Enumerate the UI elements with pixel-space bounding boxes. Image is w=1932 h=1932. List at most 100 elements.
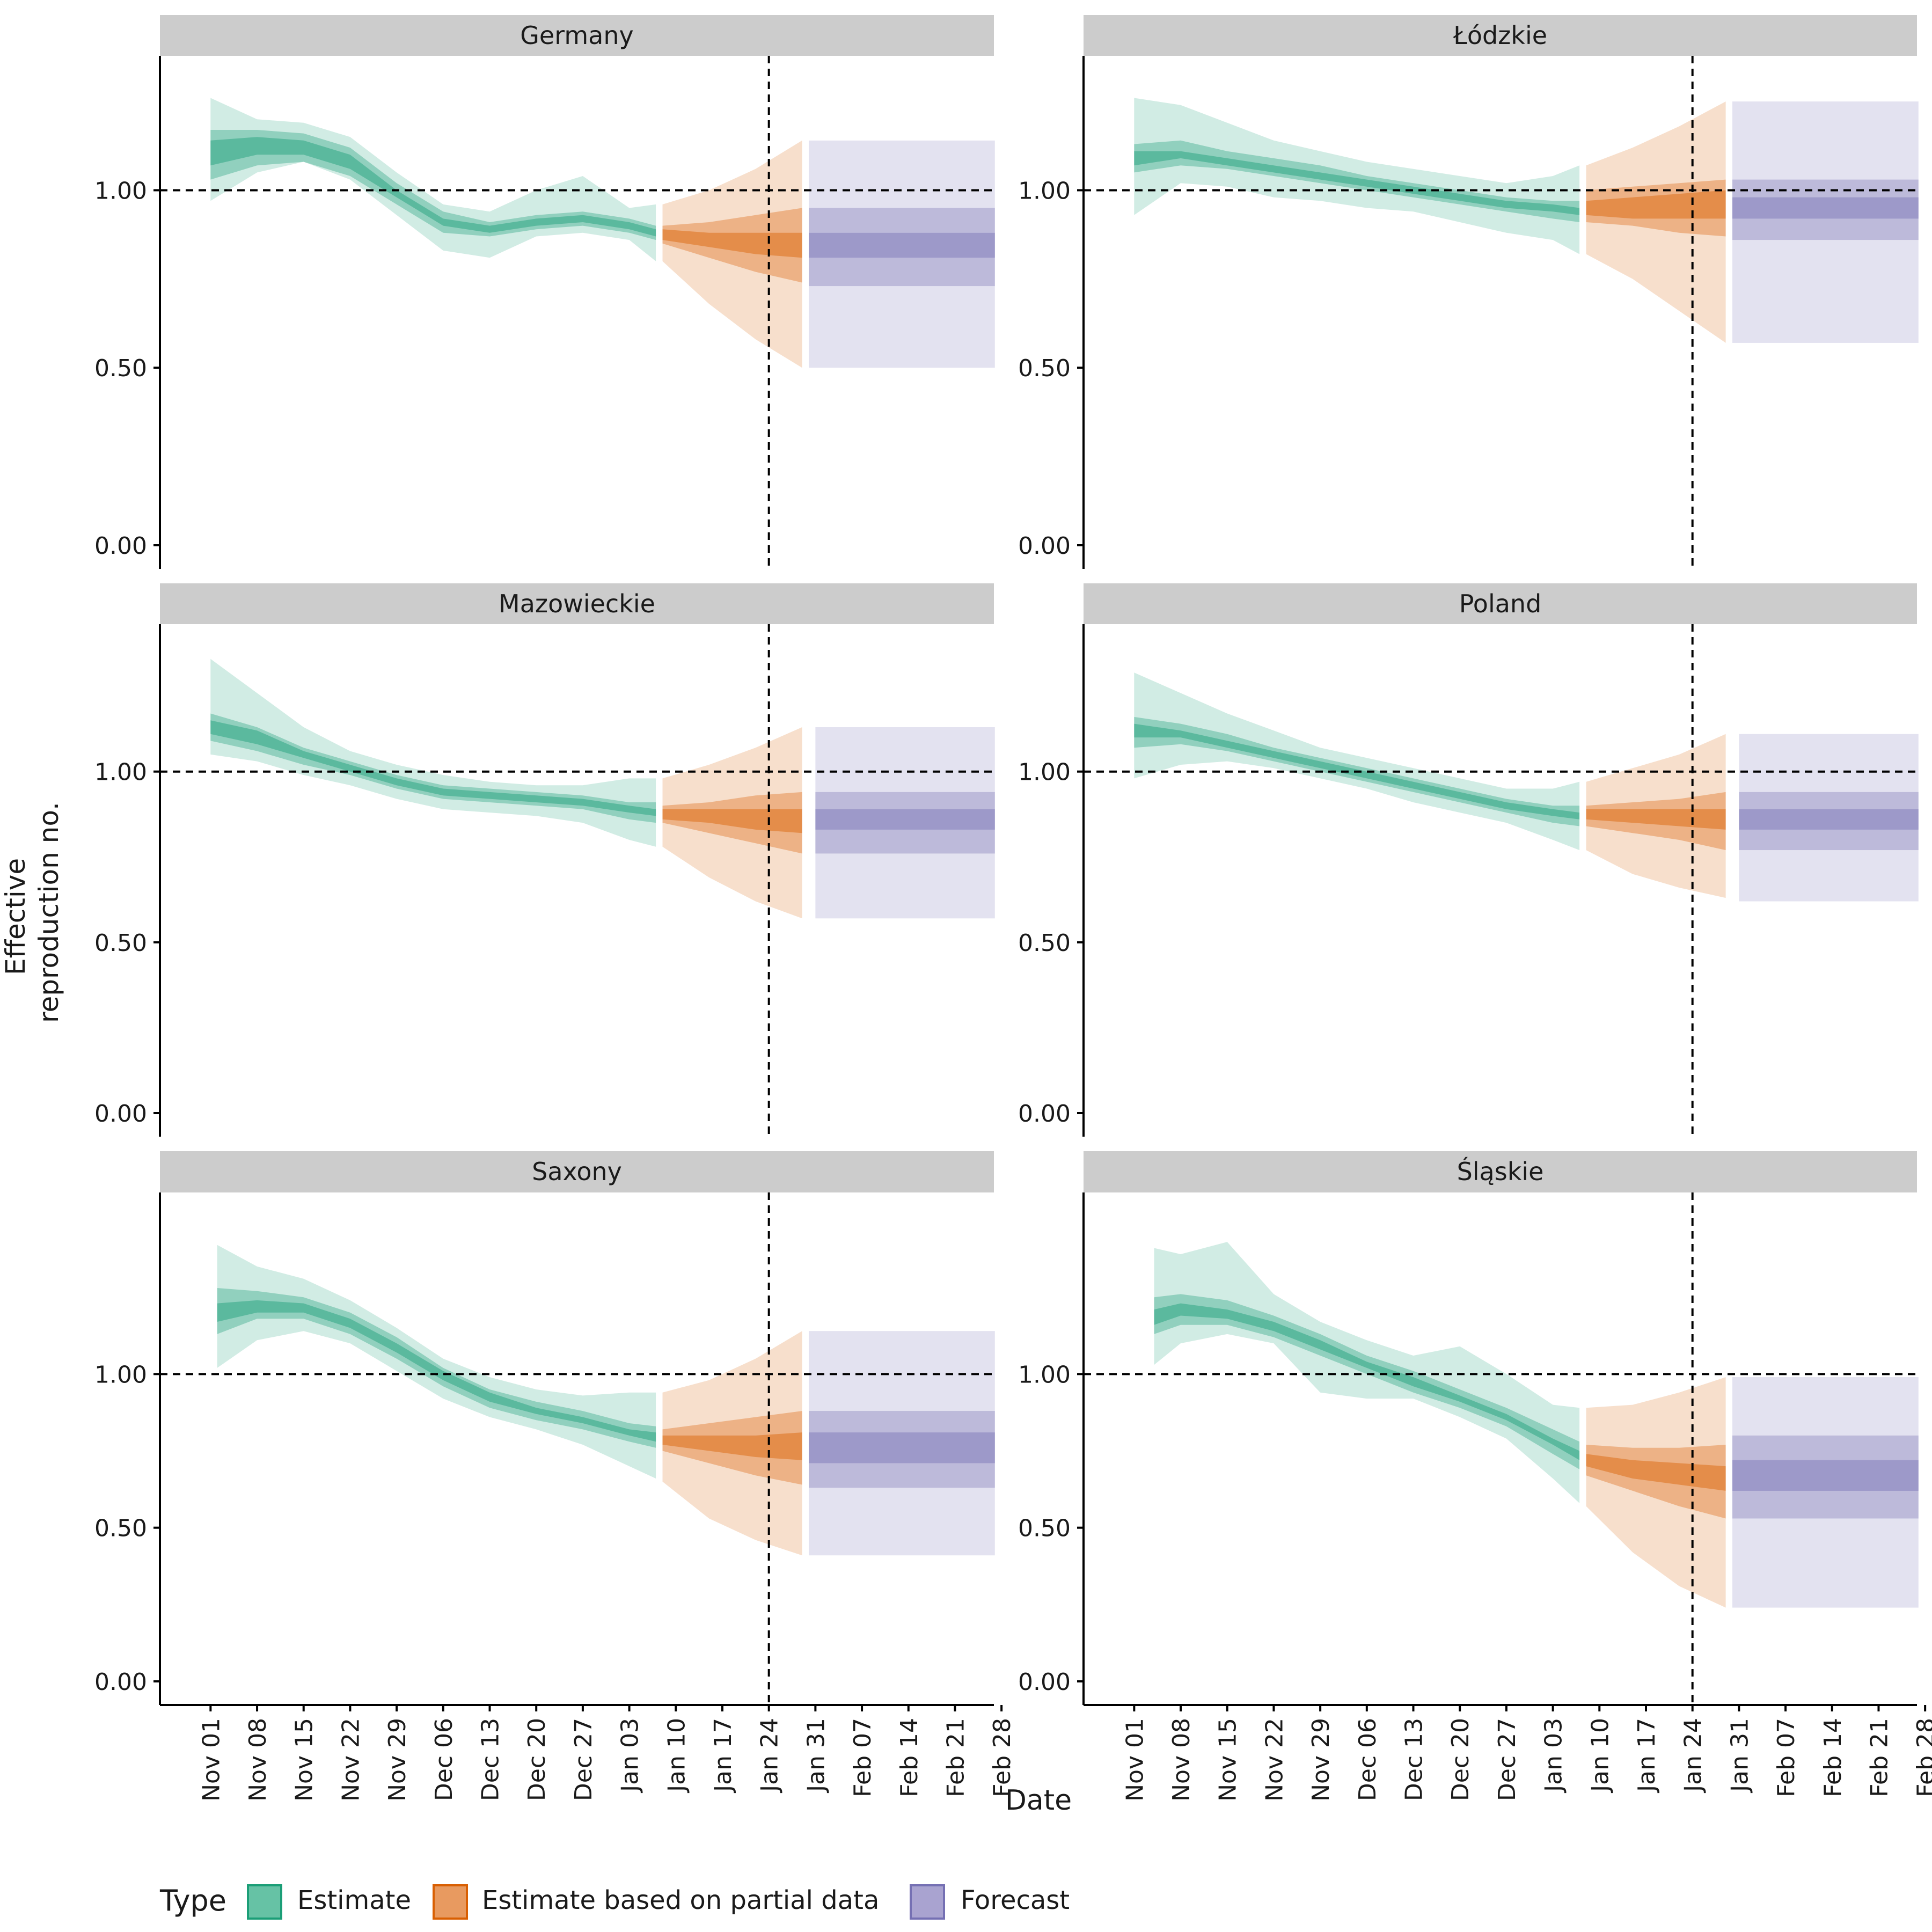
panel-germany: Germany 0.00 0.50 1.00 (94, 15, 995, 569)
estimate-band-90 (217, 1245, 656, 1479)
y-tick-label: 0.00 (1018, 532, 1071, 560)
forecast-band-90 (815, 727, 995, 919)
x-tick-label: Jan 10 (1586, 1718, 1614, 1794)
x-tick-label: Nov 22 (1261, 1718, 1288, 1802)
y-tick-label: 0.50 (94, 355, 147, 382)
x-tick-label: Nov 22 (337, 1718, 364, 1802)
y-axis-label-line-1: Effective (0, 858, 31, 975)
panel-poland: Poland 0.00 0.50 1.00 (1018, 583, 1919, 1137)
forecast-band-20 (1739, 809, 1919, 830)
facet-strip (1084, 15, 1917, 56)
x-tick-label: Jan 03 (1540, 1718, 1568, 1794)
x-tick-label: Feb 28 (1912, 1718, 1932, 1797)
y-axis-label: Effective reproduction no. (0, 802, 64, 1023)
x-tick-label: Jan 24 (1680, 1718, 1707, 1794)
legend-label-estimate: Estimate (297, 1885, 411, 1915)
estimate-band-50 (210, 130, 656, 240)
partial-band-90 (662, 1331, 802, 1556)
y-tick-label: 1.00 (1018, 1361, 1071, 1388)
legend-key-estimate (247, 1884, 282, 1920)
forecast-band-90 (1739, 734, 1919, 902)
x-tick-label: Feb 21 (1865, 1718, 1893, 1797)
x-tick-label: Nov 29 (384, 1718, 411, 1802)
x-tick-label: Feb 14 (1819, 1718, 1847, 1797)
partial-band-50 (1586, 1445, 1726, 1519)
x-tick-label: Feb 07 (849, 1718, 876, 1797)
x-tick-label: Jan 24 (756, 1718, 784, 1794)
x-tick-label: Feb 14 (896, 1718, 923, 1797)
estimate-band-20 (210, 720, 656, 816)
estimate-band-50 (210, 713, 656, 823)
forecast-band-90 (1732, 1377, 1919, 1608)
estimate-band-50 (1134, 140, 1580, 222)
forecast-band-50 (808, 208, 995, 287)
x-tick-label: Dec 13 (1401, 1718, 1428, 1801)
y-tick-label: 1.00 (94, 1361, 147, 1388)
facet-title: Poland (1459, 589, 1542, 618)
x-axis-label: Date (1005, 1784, 1072, 1817)
x-tick-label: Jan 31 (802, 1718, 830, 1794)
forecast-band-20 (808, 1432, 995, 1463)
partial-band-20 (1586, 190, 1726, 219)
partial-band-50 (662, 208, 802, 283)
x-tick-label: Nov 01 (1121, 1718, 1148, 1802)
x-tick-label: Jan 17 (1633, 1718, 1660, 1794)
x-tick-label: Dec 06 (1354, 1718, 1381, 1801)
partial-band-90 (1586, 1377, 1726, 1608)
facet-strip (160, 15, 994, 56)
forecast-band-90 (808, 140, 995, 368)
y-tick-label: 1.00 (94, 759, 147, 786)
x-tick-label: Dec 06 (430, 1718, 458, 1801)
x-tick-label: Feb 28 (989, 1718, 1016, 1797)
x-tick-label: Jan 17 (709, 1718, 737, 1794)
y-tick-label: 1.00 (94, 177, 147, 204)
legend-title: Type (159, 1884, 226, 1918)
partial-band-20 (1586, 1454, 1726, 1491)
partial-band-90 (662, 727, 802, 919)
facet-strip (1084, 1151, 1917, 1192)
partial-band-20 (1586, 809, 1726, 830)
y-tick-label: 0.00 (1018, 1100, 1071, 1128)
y-tick-label: 1.00 (1018, 177, 1071, 204)
panel-slaskie: Śląskie 0.00 0.50 1.00 Nov 01 Nov 08 Nov 15 Nov… (1018, 1151, 1932, 1802)
estimate-band-90 (1134, 98, 1580, 254)
forecast-band-20 (808, 232, 995, 258)
legend: Type Estimate Estimate based on partial … (159, 1884, 1070, 1920)
partial-band-20 (662, 809, 802, 833)
partial-band-50 (1586, 792, 1726, 851)
y-tick-label: 0.00 (94, 1668, 147, 1696)
x-tick-label: Nov 15 (1214, 1718, 1242, 1802)
facet-title: Germany (520, 21, 633, 50)
x-tick-label: Dec 20 (1447, 1718, 1474, 1801)
x-tick-label: Dec 27 (1494, 1718, 1521, 1801)
facet-strip (1084, 583, 1917, 624)
y-axis-label-line-2: reproduction no. (33, 802, 64, 1023)
partial-band-50 (662, 792, 802, 854)
estimate-band-20 (210, 137, 656, 237)
x-tick-label: Nov 08 (1168, 1718, 1195, 1802)
y-tick-label: 0.50 (1018, 930, 1071, 957)
x-tick-label: Dec 27 (570, 1718, 597, 1801)
panel-saxony: Saxony 0.00 0.50 1.00 Nov 01 Nov 08 Nov 15 Nov … (94, 1151, 1016, 1802)
panel-mazowieckie: Mazowieckie 0.00 0.50 1.00 (94, 583, 995, 1137)
x-tick-label: Dec 20 (523, 1718, 551, 1801)
estimate-band-50 (217, 1288, 656, 1448)
partial-band-90 (662, 140, 802, 368)
forecast-band-50 (808, 1411, 995, 1488)
y-tick-label: 0.50 (94, 1515, 147, 1542)
forecast-band-90 (1732, 101, 1919, 343)
partial-band-50 (1586, 179, 1726, 237)
x-tick-label: Jan 31 (1726, 1718, 1753, 1794)
partial-band-50 (662, 1411, 802, 1485)
estimate-band-90 (210, 658, 656, 847)
y-tick-label: 0.50 (94, 930, 147, 957)
panel-lodzkie: Łódzkie 0.00 0.50 1.00 (1018, 15, 1919, 569)
forecast-band-20 (815, 809, 995, 830)
forecast-band-50 (815, 792, 995, 854)
y-tick-label: 0.00 (1018, 1668, 1071, 1696)
partial-band-90 (1586, 101, 1726, 343)
facet-title: Łódzkie (1453, 21, 1547, 50)
y-tick-label: 0.00 (94, 1100, 147, 1128)
x-tick-label: Dec 13 (477, 1718, 504, 1801)
